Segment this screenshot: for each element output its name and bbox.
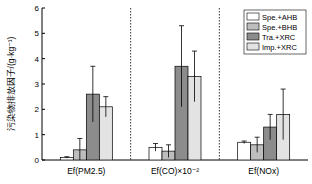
error-bar	[64, 157, 69, 159]
error-line	[270, 114, 271, 139]
bar	[238, 142, 251, 160]
error-line	[257, 137, 258, 152]
error-cap	[166, 144, 171, 145]
legend-swatch	[247, 13, 259, 20]
error-bar	[90, 66, 95, 122]
plot-area	[60, 26, 289, 160]
legend-swatch	[247, 33, 259, 40]
y-tick	[42, 8, 45, 9]
y-tick-label: 1	[35, 131, 40, 140]
error-bar	[153, 144, 158, 152]
error-line	[283, 89, 284, 140]
x-tick-label: Ef(PM2.5)	[67, 166, 105, 176]
x-tick-label: Ef(CO)×10⁻²	[151, 166, 199, 176]
error-line	[194, 51, 195, 102]
error-cap	[179, 25, 184, 26]
bar	[60, 157, 73, 160]
error-cap	[255, 137, 260, 138]
error-cap	[268, 114, 273, 115]
error-bar	[242, 141, 247, 144]
y-tick-label: 3	[35, 80, 40, 89]
error-cap	[90, 66, 95, 67]
error-bar	[179, 26, 184, 107]
legend-label: Imp.+XRC	[262, 43, 297, 52]
error-line	[79, 138, 80, 160]
error-cap	[153, 143, 158, 144]
error-cap	[242, 141, 247, 142]
error-bar	[103, 97, 108, 117]
x-tick-label: Ef(NOx)	[248, 166, 279, 176]
legend-label: Spe.+BHB	[262, 23, 297, 32]
y-tick-label: 4	[35, 55, 40, 64]
legend-label: Tra.+XRC	[262, 33, 296, 42]
error-bar	[192, 51, 197, 102]
y-tick	[42, 58, 45, 59]
group-separator	[130, 8, 131, 160]
error-line	[168, 145, 169, 158]
error-bar	[268, 114, 273, 139]
y-tick	[42, 109, 45, 110]
error-line	[155, 144, 156, 152]
y-tick-label: 0	[35, 156, 40, 165]
error-line	[92, 66, 93, 122]
group-separator	[219, 8, 220, 160]
error-cap	[192, 51, 197, 52]
error-bar	[255, 137, 260, 152]
error-bar	[166, 145, 171, 158]
error-cap	[64, 156, 69, 157]
y-axis-label: 污染物排放因子/(g·kg⁻¹)	[6, 36, 16, 131]
error-line	[105, 97, 106, 117]
y-tick	[42, 33, 45, 34]
y-tick	[42, 160, 45, 161]
error-cap	[77, 138, 82, 139]
y-tick	[42, 84, 45, 85]
legend-box	[244, 10, 306, 54]
y-tick	[42, 134, 45, 135]
error-line	[181, 26, 182, 107]
error-cap	[103, 96, 108, 97]
legend: Spe.+AHBSpe.+BHBTra.+XRCImp.+XRC	[244, 10, 306, 54]
y-tick-label: 6	[35, 4, 40, 13]
y-tick-label: 2	[35, 105, 40, 114]
chart: 0 1 2 3 4 5 6 污染物排放因子/(g·kg⁻¹) Ef(PM2.5) Ef(CO)×1…	[0, 0, 312, 184]
y-tick-label: 5	[35, 29, 40, 38]
error-bar	[77, 138, 82, 160]
legend-label: Spe.+AHB	[262, 13, 297, 22]
error-bar	[281, 89, 286, 140]
legend-swatch	[247, 43, 259, 50]
legend-swatch	[247, 23, 259, 30]
error-cap	[281, 89, 286, 90]
